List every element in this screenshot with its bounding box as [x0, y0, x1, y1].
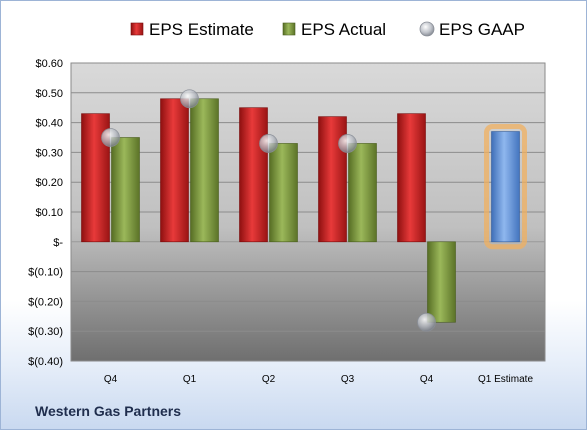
bar-q1-estimate	[491, 131, 520, 243]
legend-label: EPS Estimate	[149, 20, 254, 39]
y-tick-label: $(0.20)	[28, 296, 63, 308]
x-tick-label: Q2	[262, 374, 276, 385]
bar-eps-estimate	[239, 107, 268, 243]
y-tick-label: $0.30	[35, 147, 63, 159]
x-tick-label: Q4	[420, 374, 434, 385]
legend-label: EPS Actual	[301, 20, 386, 39]
dot-eps-gaap	[101, 128, 120, 147]
y-tick-label: $0.10	[35, 207, 63, 219]
bar-eps-estimate	[397, 113, 426, 243]
dot-eps-gaap	[259, 134, 278, 153]
bar-eps-actual	[269, 143, 298, 243]
company-name: Western Gas Partners	[35, 403, 182, 419]
y-tick-label: $0.20	[35, 177, 63, 189]
x-tick-label: Q1 Estimate	[478, 374, 533, 385]
dot-eps-gaap	[338, 134, 357, 153]
y-tick-label: $0.40	[35, 118, 63, 130]
y-tick-label: $(0.40)	[28, 356, 63, 368]
y-tick-label: $(0.10)	[28, 267, 63, 279]
x-tick-label: Q4	[104, 374, 118, 385]
estimate-highlight	[484, 124, 527, 250]
bar-eps-estimate	[318, 116, 347, 243]
y-tick-label: $-	[53, 237, 63, 249]
y-tick-label: $0.60	[35, 58, 63, 70]
legend-label: EPS GAAP	[439, 20, 525, 39]
bar-eps-actual	[348, 143, 377, 243]
dot-eps-gaap	[180, 89, 199, 109]
legend-swatch	[130, 22, 144, 36]
x-tick-label: Q1	[183, 374, 197, 385]
eps-chart: $0.60 $0.50 $0.40 $0.30 $0.20 $0.10 $- $(0.10) $…	[28, 20, 546, 385]
bar-eps-actual	[427, 241, 456, 323]
legend-swatch	[282, 22, 296, 36]
dot-eps-gaap	[417, 312, 436, 332]
y-tick-label: $0.50	[35, 88, 63, 100]
legend-swatch	[419, 21, 435, 37]
bar-eps-actual	[190, 98, 219, 243]
y-tick-label: $(0.30)	[28, 326, 63, 338]
bar-eps-estimate	[160, 98, 189, 243]
bar-eps-actual	[111, 137, 140, 243]
x-tick-label: Q3	[341, 374, 355, 385]
